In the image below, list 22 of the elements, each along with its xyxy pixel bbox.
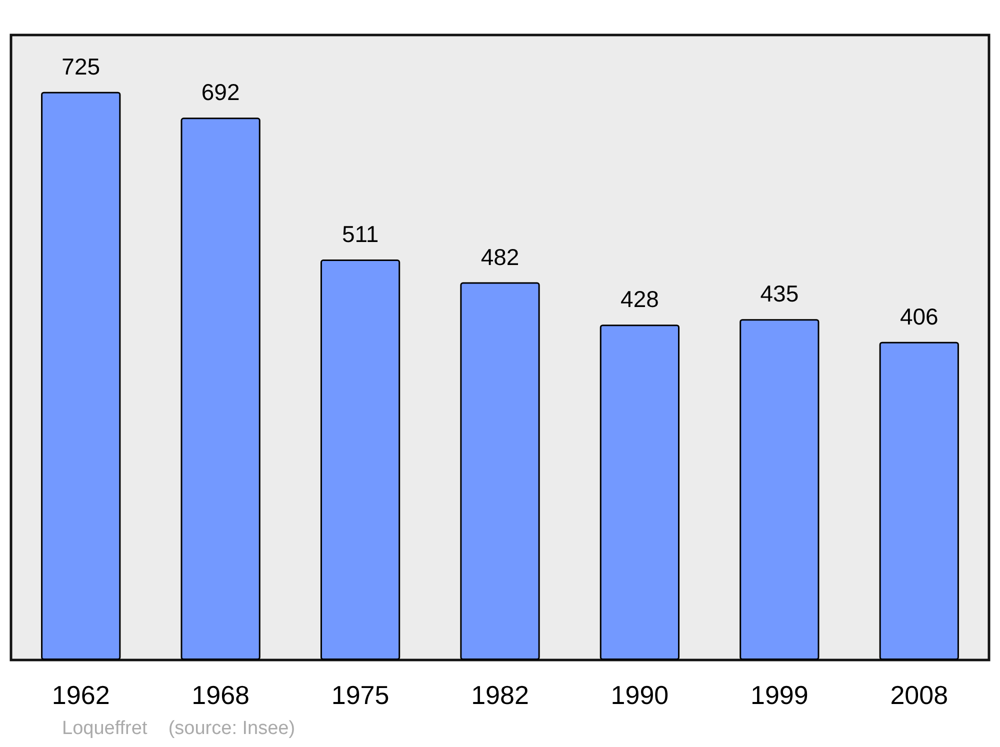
data-label: 435 bbox=[760, 280, 799, 307]
x-tick-label: 1990 bbox=[610, 680, 669, 710]
x-tick-label: 1968 bbox=[192, 680, 250, 710]
data-label: 511 bbox=[342, 221, 379, 248]
data-label: 482 bbox=[480, 244, 520, 270]
bar bbox=[320, 260, 400, 660]
x-tick-label: 1962 bbox=[52, 680, 110, 710]
data-label: 692 bbox=[201, 79, 240, 106]
bar bbox=[180, 118, 260, 660]
data-label: 406 bbox=[900, 303, 938, 330]
text: Loqueffret (source: Insee) bbox=[62, 718, 296, 739]
bar bbox=[460, 282, 540, 660]
bar bbox=[740, 319, 820, 660]
data-label: 428 bbox=[620, 286, 659, 312]
bar bbox=[41, 92, 121, 660]
x-tick-label: 1982 bbox=[471, 680, 529, 710]
data-label: 725 bbox=[62, 53, 100, 80]
bar bbox=[879, 342, 959, 660]
bar bbox=[600, 324, 680, 660]
x-tick-label: 2008 bbox=[890, 680, 948, 710]
x-tick-label: 1999 bbox=[750, 680, 808, 710]
x-tick-label: 1975 bbox=[331, 680, 390, 710]
